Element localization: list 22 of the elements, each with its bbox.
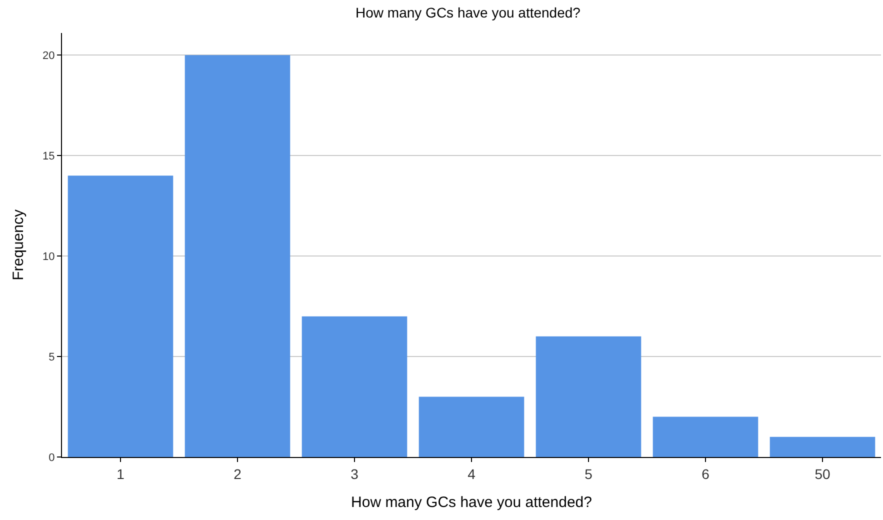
x-tick-label: 50 <box>814 466 830 482</box>
y-tick-label: 5 <box>48 351 55 364</box>
x-tick-label: 5 <box>584 466 593 482</box>
x-tick-label: 2 <box>234 466 242 482</box>
x-tick-label: 4 <box>468 466 476 482</box>
x-tick-label: 6 <box>702 466 710 482</box>
chart-title: How many GCs have you attended? <box>356 4 581 21</box>
y-tick-label: 20 <box>42 50 55 62</box>
x-tick-label: 3 <box>350 466 359 482</box>
y-tick-label: 0 <box>48 452 55 464</box>
bar <box>652 416 758 457</box>
bar <box>184 55 290 457</box>
bar <box>536 336 642 457</box>
bar <box>68 176 174 457</box>
bar <box>302 316 408 457</box>
bar <box>770 436 876 457</box>
bar <box>418 396 524 457</box>
x-axis-title: How many GCs have you attended? <box>351 494 592 511</box>
y-tick-label: 15 <box>42 150 55 162</box>
x-tick-label: 1 <box>116 466 125 482</box>
y-tick-label: 10 <box>42 250 55 263</box>
y-axis-title: Frequency <box>10 209 27 280</box>
